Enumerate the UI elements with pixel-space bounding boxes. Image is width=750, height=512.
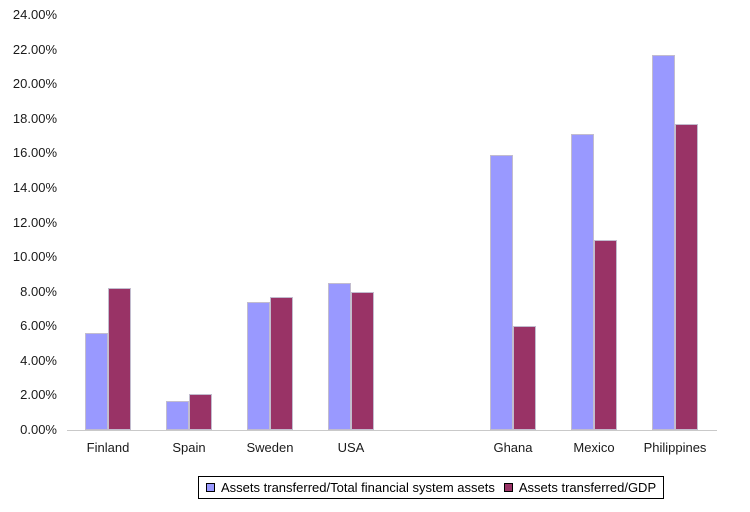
- x-category-label-mexico: Mexico: [573, 440, 615, 455]
- bar-spain-series1: [166, 401, 189, 430]
- y-tick-label: 6.00%: [20, 318, 57, 333]
- bar-finland-series1: [85, 333, 108, 430]
- bar-usa-series1: [328, 283, 351, 430]
- x-axis-line: [67, 430, 717, 431]
- x-category-label-ghana: Ghana: [493, 440, 533, 455]
- bar-philippines-series1: [652, 55, 675, 430]
- y-tick-label: 14.00%: [12, 180, 57, 195]
- legend-marker-icon: [206, 483, 215, 492]
- bar-philippines-series2: [675, 124, 698, 430]
- y-tick-label: 20.00%: [12, 76, 57, 91]
- legend-marker-icon: [503, 483, 513, 492]
- legend-label: Assets transferred/GDP: [518, 480, 657, 495]
- y-tick-label: 2.00%: [20, 387, 57, 402]
- bar-sweden-series1: [247, 302, 270, 430]
- bar-spain-series2: [189, 394, 212, 430]
- bar-usa-series2: [351, 292, 374, 430]
- bar-mexico-series2: [594, 240, 617, 430]
- y-tick-label: 10.00%: [12, 249, 57, 264]
- y-tick-label: 16.00%: [12, 145, 57, 160]
- y-tick-label: 18.00%: [12, 111, 57, 126]
- y-tick-label: 0.00%: [20, 422, 57, 437]
- x-category-label-spain: Spain: [172, 440, 206, 455]
- legend-label: Assets transferred/Total financial syste…: [221, 480, 495, 495]
- bar-ghana-series2: [513, 326, 536, 430]
- legend-item-2: Assets transferred/GDP: [503, 480, 657, 495]
- x-category-label-philippines: Philippines: [643, 440, 707, 455]
- bar-mexico-series1: [571, 134, 594, 430]
- legend-item-1: Assets transferred/Total financial syste…: [206, 480, 495, 495]
- legend: Assets transferred/Total financial syste…: [198, 476, 665, 499]
- y-tick-label: 22.00%: [12, 42, 57, 57]
- x-category-label-finland: Finland: [86, 440, 130, 455]
- bar-ghana-series1: [490, 155, 513, 430]
- y-tick-label: 12.00%: [12, 215, 57, 230]
- y-tick-label: 4.00%: [20, 353, 57, 368]
- y-tick-label: 8.00%: [20, 284, 57, 299]
- y-tick-label: 24.00%: [12, 7, 57, 22]
- bar-sweden-series2: [270, 297, 293, 430]
- x-category-label-sweden: Sweden: [246, 440, 294, 455]
- x-category-label-usa: USA: [337, 440, 365, 455]
- bar-finland-series2: [108, 288, 131, 430]
